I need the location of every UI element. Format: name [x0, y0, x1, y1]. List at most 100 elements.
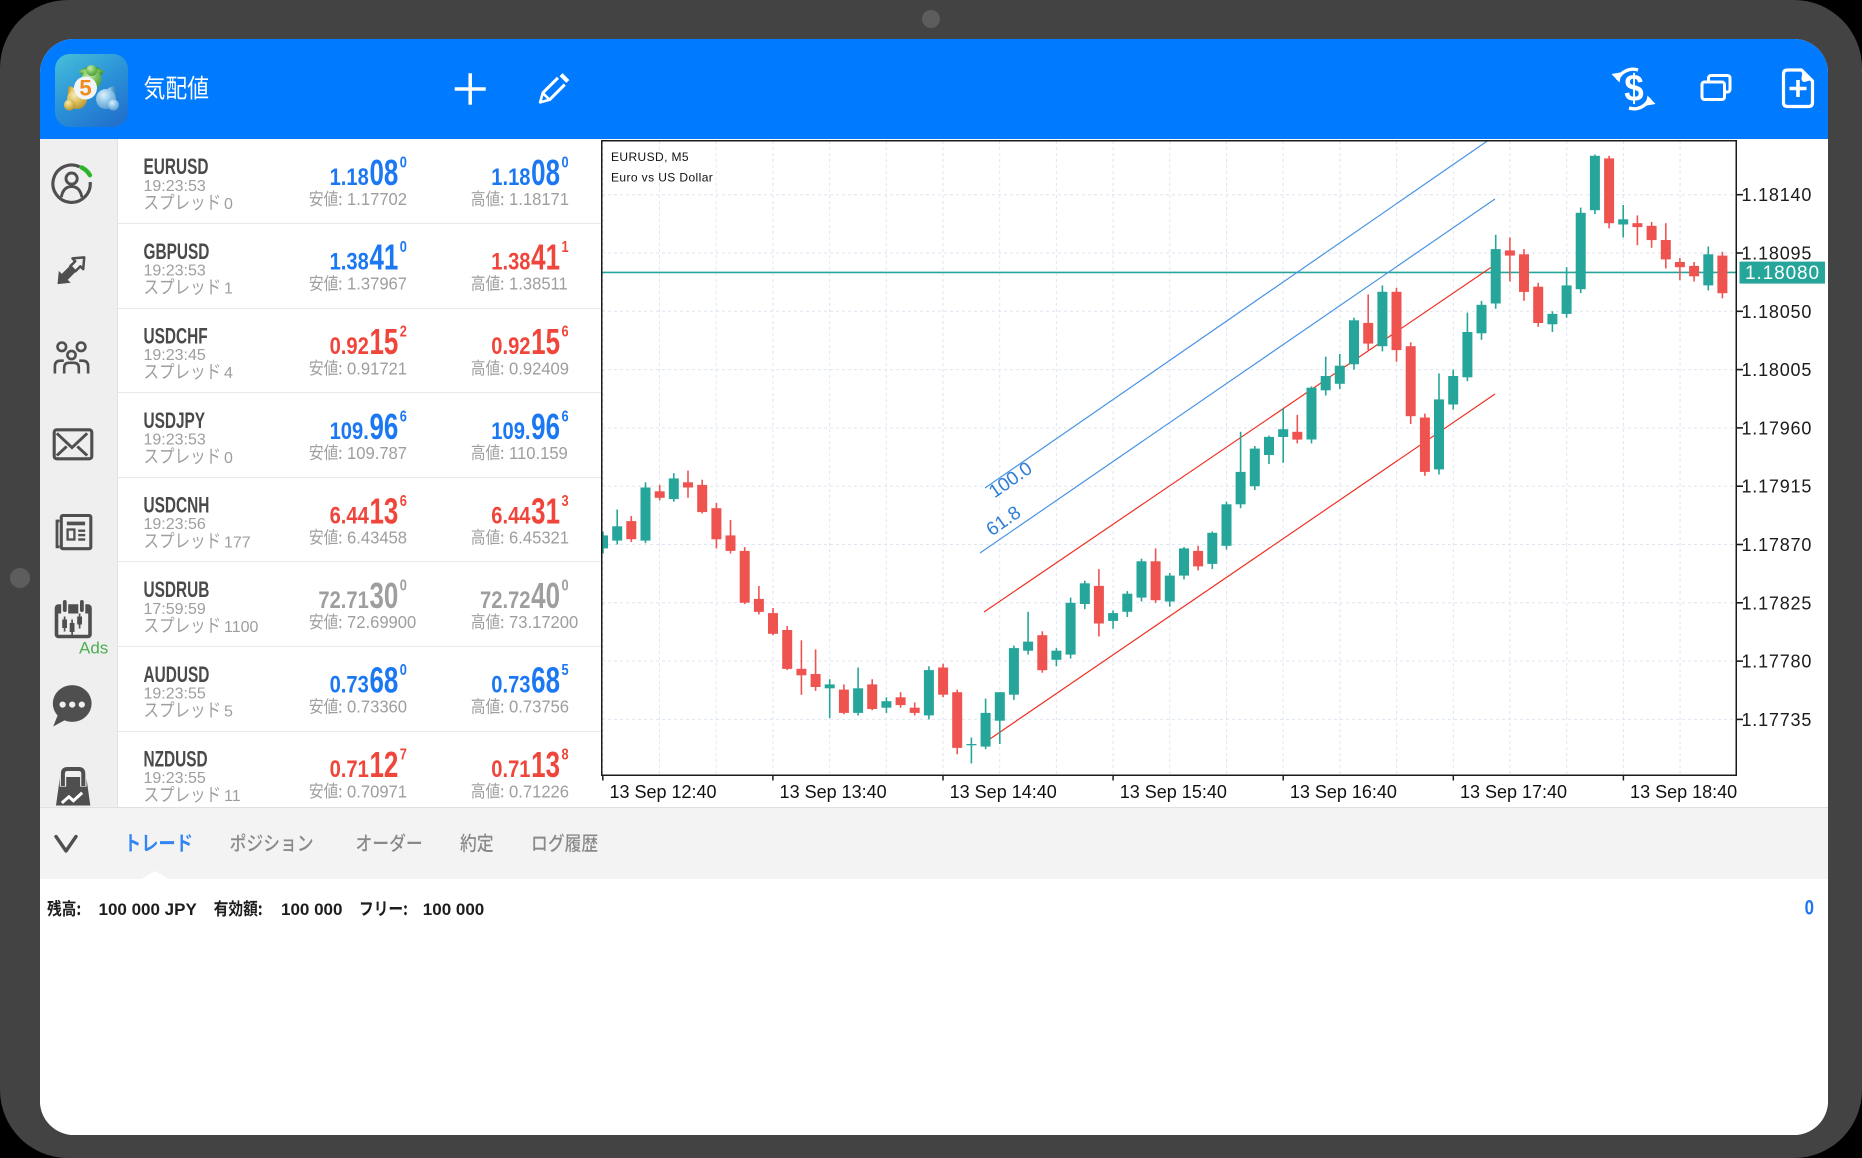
svg-text:73.17200: 73.17200: [509, 613, 578, 632]
svg-text:1.17870: 1.17870: [1742, 535, 1813, 555]
svg-text:0: 0: [224, 450, 233, 467]
svg-text:0.71: 0.71: [330, 756, 369, 783]
svg-text:109.: 109.: [491, 417, 530, 444]
svg-text:1.18080: 1.18080: [1745, 263, 1820, 284]
svg-text:6.43458: 6.43458: [347, 528, 407, 547]
svg-text:11: 11: [224, 788, 241, 805]
svg-text:96: 96: [369, 407, 398, 447]
svg-text:5: 5: [224, 704, 233, 721]
svg-text:6.44: 6.44: [491, 502, 531, 529]
svg-text:0: 0: [400, 239, 407, 257]
svg-text:68: 68: [531, 660, 560, 700]
svg-text:1.17960: 1.17960: [1742, 418, 1813, 438]
svg-text:0: 0: [1805, 897, 1814, 920]
svg-text:100 000: 100 000: [281, 900, 342, 919]
svg-text:19:23:53: 19:23:53: [144, 178, 206, 195]
svg-text:USDRUB: USDRUB: [144, 579, 210, 603]
svg-text:0: 0: [400, 577, 407, 595]
svg-text:72.72: 72.72: [480, 586, 530, 613]
svg-text:100 000: 100 000: [423, 900, 484, 919]
svg-text:41: 41: [369, 237, 398, 277]
svg-text:1.17825: 1.17825: [1742, 593, 1813, 613]
svg-text:1100: 1100: [224, 619, 259, 636]
svg-text:13 Sep 15:40: 13 Sep 15:40: [1120, 782, 1227, 802]
svg-text:7: 7: [400, 746, 407, 764]
svg-text:1.18: 1.18: [330, 163, 369, 190]
svg-text:0.73360: 0.73360: [347, 697, 407, 716]
svg-text:$: $: [1624, 67, 1643, 110]
svg-text:13 Sep 14:40: 13 Sep 14:40: [950, 782, 1057, 802]
svg-text:1.17702: 1.17702: [347, 190, 407, 209]
svg-text:0: 0: [400, 154, 407, 172]
svg-text:0: 0: [400, 662, 407, 680]
svg-text:19:23:53: 19:23:53: [144, 262, 206, 279]
svg-text:EURUSD, M5: EURUSD, M5: [611, 150, 689, 164]
svg-text:19:23:56: 19:23:56: [144, 516, 206, 533]
svg-text:08: 08: [531, 153, 560, 193]
svg-text:13 Sep 16:40: 13 Sep 16:40: [1290, 782, 1397, 802]
svg-text:8: 8: [562, 746, 569, 764]
svg-text:0: 0: [562, 154, 569, 172]
svg-text:1.38511: 1.38511: [509, 274, 568, 293]
svg-text:13: 13: [369, 491, 398, 531]
svg-text:15: 15: [531, 322, 560, 362]
svg-text:1.38: 1.38: [491, 248, 530, 275]
svg-text:72.69900: 72.69900: [347, 613, 416, 632]
svg-text:AUDUSD: AUDUSD: [144, 663, 210, 687]
svg-text:1: 1: [562, 239, 569, 257]
svg-text:USDJPY: USDJPY: [144, 409, 206, 433]
svg-text:0.71: 0.71: [491, 756, 530, 783]
svg-text:4: 4: [224, 365, 233, 382]
svg-text:40: 40: [531, 576, 560, 616]
svg-text:19:23:45: 19:23:45: [144, 347, 206, 364]
svg-text:13 Sep 13:40: 13 Sep 13:40: [780, 782, 887, 802]
svg-text:1.17915: 1.17915: [1742, 477, 1813, 497]
svg-text:08: 08: [369, 153, 398, 193]
svg-text:0.92409: 0.92409: [509, 359, 569, 378]
svg-text:6: 6: [562, 323, 569, 341]
svg-text:1.37967: 1.37967: [347, 274, 407, 293]
svg-text:1.18171: 1.18171: [509, 190, 569, 209]
svg-text:1.38: 1.38: [330, 248, 369, 275]
svg-text:31: 31: [531, 491, 560, 531]
svg-text:19:23:53: 19:23:53: [144, 432, 206, 449]
svg-text:1.18140: 1.18140: [1742, 185, 1813, 205]
svg-text:72.71: 72.71: [318, 586, 368, 613]
svg-text:0.73: 0.73: [491, 671, 530, 698]
svg-text:5: 5: [562, 662, 569, 680]
svg-text:68: 68: [369, 660, 398, 700]
svg-text:13 Sep 12:40: 13 Sep 12:40: [609, 782, 716, 802]
svg-text:Ads: Ads: [79, 639, 108, 658]
svg-text:13 Sep 17:40: 13 Sep 17:40: [1460, 782, 1567, 802]
svg-text:3: 3: [562, 493, 569, 511]
svg-text:USDCHF: USDCHF: [144, 325, 208, 349]
svg-text:110.159: 110.159: [509, 444, 568, 463]
svg-text:0: 0: [562, 577, 569, 595]
svg-text:13: 13: [531, 745, 560, 785]
svg-text:1.17780: 1.17780: [1742, 652, 1813, 672]
svg-text:USDCNH: USDCNH: [144, 494, 210, 518]
svg-text:17:59:59: 17:59:59: [144, 601, 206, 618]
svg-text:2: 2: [400, 323, 407, 341]
svg-text:6.45321: 6.45321: [509, 528, 569, 547]
svg-text:96: 96: [531, 407, 560, 447]
svg-text:19:23:55: 19:23:55: [144, 685, 206, 702]
svg-text:109.787: 109.787: [347, 444, 407, 463]
svg-text:6.44: 6.44: [330, 502, 370, 529]
svg-text:1: 1: [224, 281, 233, 298]
svg-text:Euro vs US Dollar: Euro vs US Dollar: [611, 171, 713, 185]
svg-text:0.73756: 0.73756: [509, 697, 569, 716]
svg-text:6: 6: [400, 408, 407, 426]
svg-text:EURUSD: EURUSD: [144, 156, 209, 180]
svg-text:177: 177: [224, 534, 251, 551]
svg-text:1.18: 1.18: [491, 163, 530, 190]
svg-text:15: 15: [369, 322, 398, 362]
svg-text:1.17735: 1.17735: [1742, 710, 1813, 730]
svg-text:12: 12: [369, 745, 398, 785]
svg-text:1.18050: 1.18050: [1742, 302, 1813, 322]
svg-text:6: 6: [562, 408, 569, 426]
svg-text:0.92: 0.92: [491, 333, 530, 360]
svg-text:0: 0: [224, 196, 233, 213]
svg-text:0.71226: 0.71226: [509, 782, 569, 801]
svg-text:13 Sep 18:40: 13 Sep 18:40: [1630, 782, 1737, 802]
